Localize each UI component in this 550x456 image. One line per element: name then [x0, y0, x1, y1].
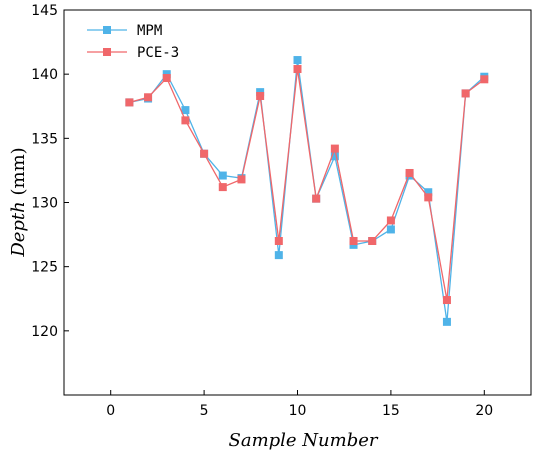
- x-axis-title: Sample Number: [229, 430, 379, 451]
- data-point: [386, 216, 395, 225]
- x-tick-label: 5: [200, 403, 209, 419]
- x-axis: 0 5 10 15 20: [106, 390, 493, 419]
- data-point: [386, 225, 395, 234]
- data-point: [442, 296, 451, 305]
- data-point: [368, 237, 377, 245]
- data-point: [162, 74, 171, 83]
- y-tick-label: 125: [31, 260, 58, 276]
- legend-label: PCE-3: [137, 45, 179, 61]
- data-point: [200, 149, 209, 158]
- series-line: [129, 68, 485, 301]
- data-point: [125, 98, 134, 107]
- data-point: [330, 144, 339, 153]
- data-point: [237, 175, 246, 184]
- data-point: [181, 106, 190, 115]
- legend: MPM PCE-3: [87, 23, 179, 61]
- data-point: [424, 188, 433, 197]
- data-point: [312, 194, 321, 203]
- data-point: [144, 93, 153, 102]
- x-tick-label: 20: [475, 403, 493, 419]
- y-axis-title-unit: (mm): [8, 147, 29, 201]
- data-point: [349, 237, 358, 245]
- y-tick-label: 145: [31, 3, 58, 19]
- legend-swatch-marker: [103, 26, 111, 34]
- data-point: [442, 317, 451, 326]
- data-point: [274, 237, 283, 245]
- legend-label: MPM: [137, 23, 162, 39]
- series-mpm: [125, 56, 489, 326]
- data-point: [480, 75, 489, 84]
- x-tick-label: 0: [106, 403, 115, 419]
- data-point: [293, 56, 302, 65]
- data-point: [218, 171, 227, 180]
- series-layer: [125, 56, 489, 326]
- data-point: [274, 251, 283, 260]
- y-axis-title-main: Depth: [8, 201, 29, 257]
- data-point: [181, 116, 190, 125]
- data-point: [424, 193, 433, 202]
- series-pce-3: [125, 65, 489, 305]
- data-point: [461, 89, 470, 98]
- y-tick-label: 135: [31, 131, 58, 147]
- data-point: [218, 183, 227, 192]
- y-tick-label: 140: [31, 67, 58, 83]
- y-tick-label: 120: [31, 324, 58, 340]
- legend-swatch-marker: [103, 48, 111, 56]
- data-point: [405, 168, 414, 177]
- data-point: [293, 65, 302, 74]
- data-point: [330, 152, 339, 161]
- y-axis-title: Depth (mm): [8, 147, 29, 257]
- y-tick-label: 130: [31, 196, 58, 212]
- x-tick-label: 10: [289, 403, 307, 419]
- x-tick-label: 15: [382, 403, 400, 419]
- data-point: [256, 91, 265, 100]
- y-axis: 120 125 130 135 140 145: [31, 3, 69, 340]
